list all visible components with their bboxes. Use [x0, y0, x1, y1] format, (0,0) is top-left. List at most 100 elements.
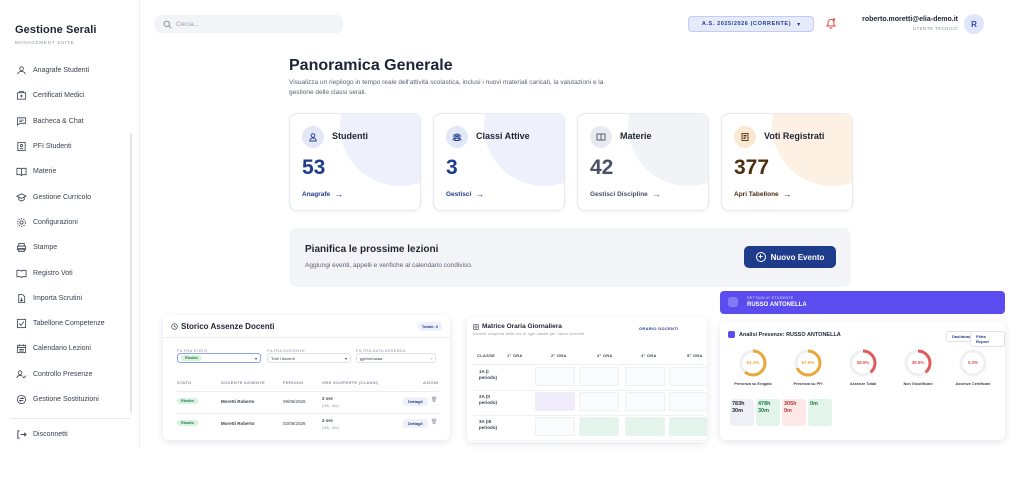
absences-column-header: ORE SCOPERTE (CLASSI) [322, 380, 379, 385]
new-event-button[interactable]: + Nuovo Evento [744, 246, 836, 268]
trash-icon[interactable]: 🗑 [431, 419, 438, 425]
filter-date-input[interactable]: gg/mm/aaaa ▫ [356, 353, 436, 363]
timetable-cell[interactable] [535, 392, 575, 411]
attendance-ring-label: Assenze Totali [849, 382, 877, 386]
sidebar-item-label: Gestione Curricolo [33, 193, 91, 201]
sidebar-item-gestione-sostituzioni[interactable]: Gestione Sostituzioni [0, 387, 139, 412]
timetable-cell[interactable] [535, 417, 575, 436]
timetable-cell[interactable] [579, 367, 619, 386]
sidebar-item-configurazioni[interactable]: Configurazioni [0, 210, 139, 235]
timetable-column-header: 3° ORA [597, 353, 613, 358]
timetable-class-label: 2A (II periodo) [479, 394, 497, 405]
sidebar-item-calendario-lezioni[interactable]: Calendario Lezioni [0, 336, 139, 361]
card-decoration [340, 114, 420, 186]
sidebar-item-label: Certificati Medici [33, 92, 85, 100]
sidebar-item-importa-scrutini[interactable]: Importa Scrutini [0, 286, 139, 311]
uncovered-hours: 2 ore [322, 418, 333, 423]
chart-icon [728, 331, 735, 338]
school-year-value: A.S. 2025/2026 (CORRENTE) [701, 21, 792, 27]
details-button[interactable]: Dettagli [403, 397, 428, 406]
sidebar-item-pfi-studenti[interactable]: PFI Studenti [0, 134, 139, 159]
book-icon [590, 126, 612, 148]
user-role: UTENTE TECNICO [912, 26, 958, 31]
sidebar-nav: Anagrafe Studenti Certificati Medici Bache… [0, 58, 139, 412]
timetable-cell[interactable] [625, 392, 665, 411]
avatar[interactable]: R [964, 14, 984, 34]
school-icon [16, 192, 27, 203]
sidebar-item-stampe[interactable]: Stampe [0, 235, 139, 260]
stat-card-value: 3 [446, 156, 458, 179]
absences-column-header: STATO [177, 380, 192, 385]
register-icon [16, 268, 27, 279]
timetable-cell[interactable] [625, 367, 665, 386]
search-icon [163, 20, 172, 28]
attendance-ring-value: 38.9% [856, 360, 870, 365]
timetable-subtitle: Visione completa delle ore di ogni class… [473, 332, 585, 336]
absences-preview[interactable]: Storico Assenze Docenti Totale: 2 FILTRA… [163, 315, 450, 440]
stat-card-link-label: Gestisci [446, 190, 472, 198]
sidebar-item-registro-voti[interactable]: Registro Voti [0, 260, 139, 285]
teacher-schedule-toggle[interactable]: ORARIO DOCENTI [639, 326, 679, 331]
user-email: roberto.moretti@elia-demo.it [862, 16, 958, 23]
attendance-ring-value: 61.1% [746, 360, 760, 365]
table-row[interactable]: Risolto Moretti Roberto 09/06/2026 2 ore (3A… [177, 391, 439, 411]
school-year-select[interactable]: A.S. 2025/2026 (CORRENTE) ▾ [688, 16, 814, 32]
card-decoration [772, 114, 852, 186]
trash-icon[interactable]: 🗑 [431, 397, 438, 403]
attendance-ring-label: Presenza su Erogato [734, 382, 772, 386]
new-event-label: Nuovo Evento [770, 252, 825, 262]
stat-card-value: 53 [302, 156, 326, 179]
sidebar-item-materie[interactable]: Materie [0, 159, 139, 184]
timetable-cell[interactable] [579, 392, 619, 411]
logout-button[interactable]: Disconnetti [0, 422, 68, 447]
hours-tile: 0m [808, 399, 832, 426]
details-button[interactable]: Dettagli [403, 419, 428, 428]
stat-card-link[interactable]: Apri Tabellone → [734, 189, 792, 199]
attendance-ring-label: Presenza su PFI [793, 382, 823, 386]
timetable-cell[interactable] [669, 367, 707, 386]
stat-card-link[interactable]: Anagrafe → [302, 189, 343, 199]
attendance-ring [739, 349, 767, 377]
stat-card-grades[interactable]: Voti Registrati 377 Apri Tabellone → [721, 113, 853, 211]
filter-status-label: FILTRA STATO [177, 348, 208, 353]
hours-tile: 305h 0m [782, 399, 806, 426]
notification-bell-icon[interactable] [825, 17, 837, 29]
attendance-title: Analisi Presenze: RUSSO ANTONELLA [739, 331, 841, 338]
filter-status-select[interactable]: Risolto ▾ [177, 353, 261, 363]
sidebar-item-label: Bacheca & Chat [33, 117, 84, 125]
timetable-cell[interactable] [625, 417, 665, 436]
stat-card-students[interactable]: Studenti 53 Anagrafe → [289, 113, 421, 211]
timetable-column-header: CLASSE [477, 353, 496, 358]
timetable-preview[interactable]: Matrice Oraria Giornaliera Visione compl… [467, 317, 707, 442]
sidebar-item-gestione-curricolo[interactable]: Gestione Curricolo [0, 184, 139, 209]
search-input[interactable]: Cerca... [155, 15, 343, 33]
stat-card-active-classes[interactable]: Classi Attive 3 Gestisci → [433, 113, 565, 211]
sidebar-item-certificati-medici[interactable]: Certificati Medici [0, 83, 139, 108]
absent-teacher: Moretti Roberto [221, 421, 255, 426]
stat-card-link[interactable]: Gestisci → [446, 189, 484, 199]
timetable-cell[interactable] [669, 392, 707, 411]
timetable-cell[interactable] [535, 367, 575, 386]
timetable-cell[interactable] [579, 417, 619, 436]
sidebar-scrollbar[interactable] [130, 133, 132, 413]
attendance-ring-label: Assenze Certificate [955, 382, 991, 386]
stat-card-link-label: Gestisci Discipline [590, 190, 648, 198]
filter-teacher-select[interactable]: Tutti i docenti ▾ [267, 353, 351, 363]
sidebar-item-label: Anagrafe Studenti [33, 67, 90, 75]
timetable-cell[interactable] [669, 417, 707, 436]
sidebar-item-label: Materie [33, 168, 57, 176]
attendance-preview[interactable]: Analisi Presenze: RUSSO ANTONELLA Dashbo… [720, 322, 1005, 440]
grid-icon [473, 323, 479, 330]
sidebar-item-controllo-presenze[interactable]: Controllo Presenze [0, 362, 139, 387]
absences-column-header: PERIODO [283, 380, 304, 385]
calendar-icon [16, 343, 27, 354]
sidebar-item-anagrafe-studenti[interactable]: Anagrafe Studenti [0, 58, 139, 83]
table-row[interactable]: Risolto Moretti Roberto 02/06/2026 2 ore (3A… [177, 413, 439, 433]
user-icon [728, 297, 738, 307]
stat-card-subjects[interactable]: Materie 42 Gestisci Discipline → [577, 113, 709, 211]
filter-report-button[interactable]: Filtra Report [970, 331, 1005, 347]
sidebar-item-bacheca-chat[interactable]: Bacheca & Chat [0, 109, 139, 134]
stat-card-link[interactable]: Gestisci Discipline → [590, 189, 661, 199]
sidebar-item-tabellone-competenze[interactable]: Tabellone Competenze [0, 311, 139, 336]
filter-status-value: Risolto [181, 355, 202, 361]
